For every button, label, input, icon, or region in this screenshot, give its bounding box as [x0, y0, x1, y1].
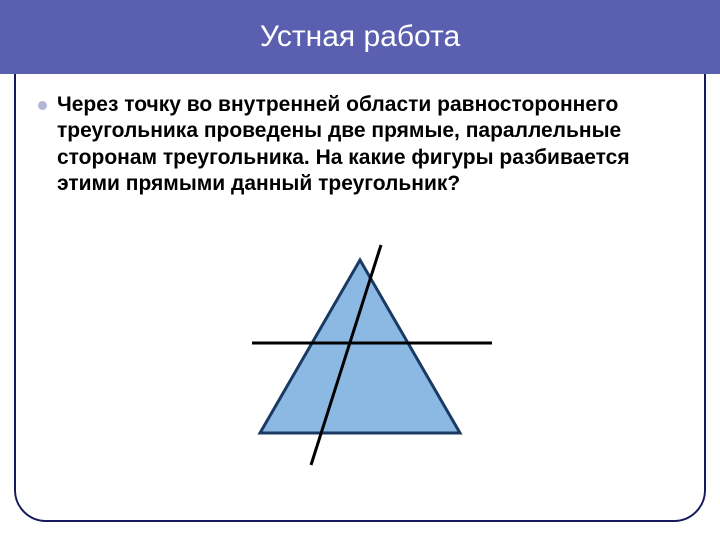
bullet-item: Через точку во внутренней области равнос…	[38, 92, 682, 197]
bullet-dot-icon	[38, 101, 47, 110]
bullet-text: Через точку во внутренней области равнос…	[57, 92, 682, 197]
slide-content: Через точку во внутренней области равнос…	[38, 92, 682, 197]
slide-header: Устная работа	[0, 0, 720, 74]
triangle-diagram	[210, 240, 510, 470]
slide-title: Устная работа	[260, 20, 460, 54]
diagram-container	[0, 240, 720, 470]
triangle-shape	[260, 260, 460, 433]
